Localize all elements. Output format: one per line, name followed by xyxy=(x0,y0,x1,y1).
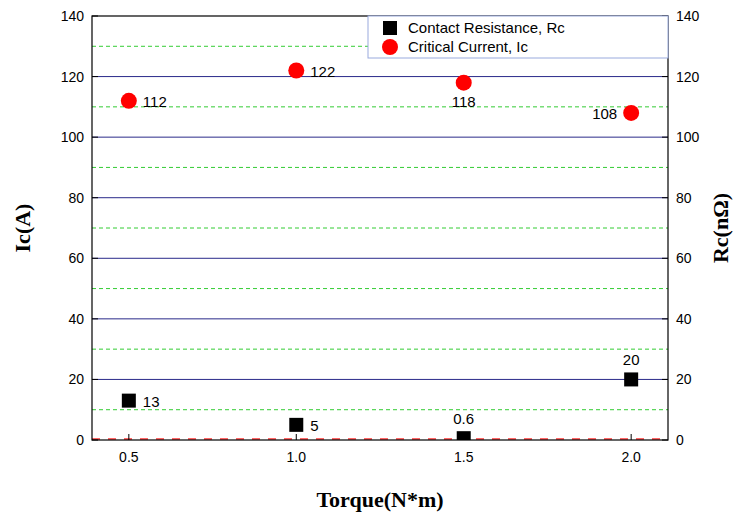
y-tick xyxy=(92,440,98,441)
x-tick-label: 1.0 xyxy=(287,449,307,465)
y-tick xyxy=(92,16,98,17)
data-point xyxy=(457,431,471,440)
legend-label: Critical Current, Ic xyxy=(408,38,529,55)
background xyxy=(0,0,745,517)
y-tick xyxy=(92,76,98,77)
data-label: 0.6 xyxy=(453,410,474,427)
y2-tick xyxy=(662,379,668,380)
plot-frame xyxy=(92,16,668,440)
grid-line xyxy=(92,258,668,259)
data-label: 108 xyxy=(592,105,617,122)
data-label: 5 xyxy=(310,417,318,434)
y-tick-label: 80 xyxy=(68,190,84,206)
y-tick-label: 40 xyxy=(68,311,84,327)
minor-grid-line xyxy=(92,167,668,168)
marks xyxy=(121,63,639,440)
x-tick xyxy=(631,434,632,440)
grid-line xyxy=(92,137,668,138)
y2-tick-label: 100 xyxy=(676,129,700,145)
y2-tick xyxy=(662,440,668,441)
data-label: 13 xyxy=(143,393,160,410)
x-tick-label: 1.5 xyxy=(454,449,474,465)
y2-tick xyxy=(662,197,668,198)
y2-tick xyxy=(662,258,668,259)
minor-grid-line xyxy=(92,288,668,289)
y-tick xyxy=(92,318,98,319)
y2-tick xyxy=(662,137,668,138)
y2-tick-label: 120 xyxy=(676,69,700,85)
y-tick xyxy=(92,258,98,259)
minor-grid-line xyxy=(92,106,668,107)
data-label: 112 xyxy=(143,93,167,110)
y-tick xyxy=(92,379,98,380)
x-tick xyxy=(128,434,129,440)
y2-tick xyxy=(662,76,668,77)
data-label: 20 xyxy=(623,351,640,368)
data-point xyxy=(624,372,638,386)
legend-box xyxy=(368,16,668,58)
x-axis-title: Torque(N*m) xyxy=(316,487,443,512)
legend-marker xyxy=(382,39,398,55)
data-point xyxy=(623,105,639,121)
data-point xyxy=(122,394,136,408)
data-label: 118 xyxy=(452,93,476,110)
y2-tick-label: 60 xyxy=(676,250,692,266)
x-tick-label: 2.0 xyxy=(621,449,641,465)
data-label: 122 xyxy=(310,63,335,80)
y2-tick-label: 40 xyxy=(676,311,692,327)
x-tick-label: 0.5 xyxy=(119,449,139,465)
y2-axis-title: Rc(nΩ) xyxy=(708,193,733,263)
y2-tick-label: 80 xyxy=(676,190,692,206)
y-tick-label: 20 xyxy=(68,371,84,387)
data-point xyxy=(289,418,303,432)
y2-tick-label: 140 xyxy=(676,8,700,24)
y-axis-title: Ic(A) xyxy=(10,204,35,253)
chart: 0 20 40 60 80 100 120 140 0 20 40 60 80 100 120 140 0.5 1… xyxy=(0,0,745,517)
grid-line xyxy=(92,379,668,380)
minor-grid-line xyxy=(92,349,668,350)
data-point xyxy=(456,75,472,91)
grid-line xyxy=(92,76,668,77)
y2-tick-label: 20 xyxy=(676,371,692,387)
minor-grid-line xyxy=(92,228,668,229)
y-tick-label: 100 xyxy=(61,129,85,145)
grid-line xyxy=(92,318,668,319)
y-tick-label: 0 xyxy=(76,432,84,448)
y-tick xyxy=(92,197,98,198)
y-tick-label: 120 xyxy=(61,69,85,85)
legend-marker xyxy=(383,21,397,35)
y2-tick xyxy=(662,318,668,319)
grid-line xyxy=(92,197,668,198)
y-tick-label: 60 xyxy=(68,250,84,266)
y2-tick-label: 0 xyxy=(676,432,684,448)
y-tick-label: 140 xyxy=(61,8,85,24)
data-point xyxy=(288,63,304,79)
legend-label: Contact Resistance, Rc xyxy=(408,19,565,36)
x-tick xyxy=(296,434,297,440)
minor-grid-line xyxy=(92,409,668,410)
y-tick xyxy=(92,137,98,138)
data-point xyxy=(121,93,137,109)
